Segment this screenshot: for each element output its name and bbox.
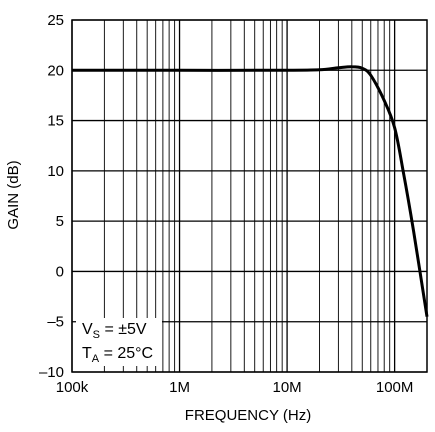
y-tick-label: –5 [47,314,64,331]
plot-frame [71,19,428,373]
y-tick-label: 5 [56,213,64,230]
annotation-supply: VS = ±5V [82,321,147,341]
y-tick-label: 25 [47,12,64,29]
annotation-background [76,318,162,366]
x-tick-label: 1M [169,379,190,396]
x-axis-title: FREQUENCY (Hz) [185,407,311,424]
y-tick-label: 10 [47,163,64,180]
y-axis-title: GAIN (dB) [5,160,22,229]
y-tick-label: –10 [39,364,64,381]
y-tick-label: 20 [47,62,64,79]
gain-curve [72,65,429,317]
x-tick-label: 100M [376,379,414,396]
x-tick-label: 10M [272,379,301,396]
x-tick-label: 100k [56,379,89,396]
y-tick-label: 15 [47,113,64,130]
y-tick-label: 0 [56,263,64,280]
annotation-temperature: TA = 25°C [82,345,153,365]
